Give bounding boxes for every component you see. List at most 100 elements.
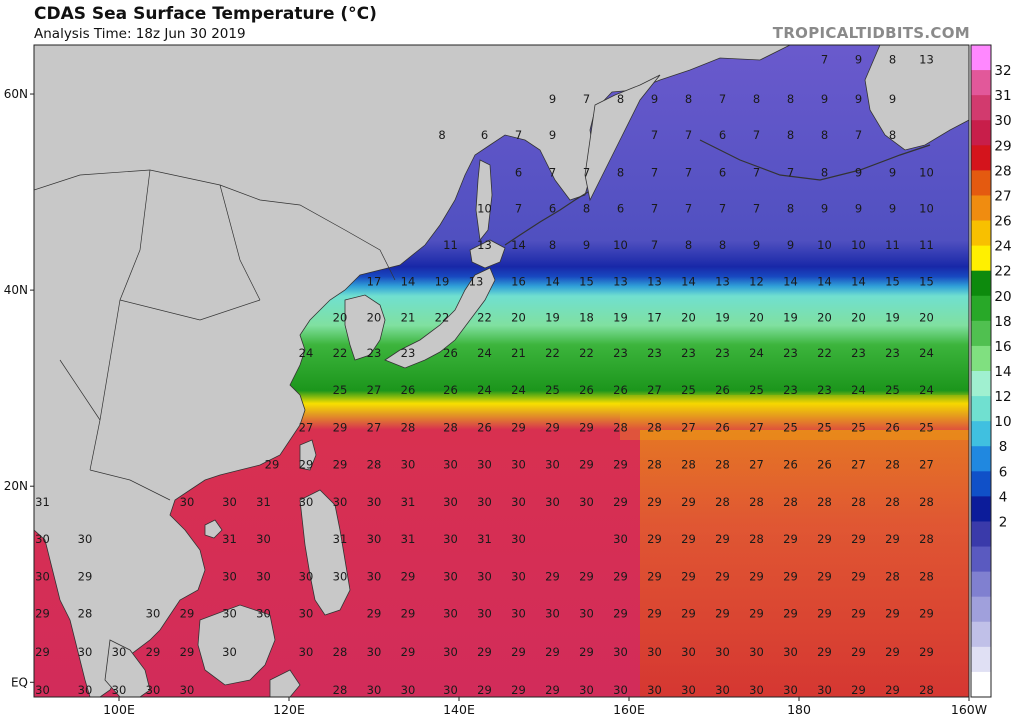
lat-label: 60N [4,87,28,101]
sst-value-label: 28 [401,420,416,434]
sst-value-label: 29 [749,569,764,583]
sst-value-label: 30 [783,645,798,659]
sst-value-label: 9 [889,202,896,216]
colorbar-tick-label: 6 [999,464,1008,480]
colorbar-tick-label: 26 [994,214,1011,230]
sst-value-label: 7 [719,202,726,216]
sst-value-label: 25 [545,383,560,397]
philippines [299,489,351,616]
sst-value-label: 17 [647,311,662,325]
sst-value-label: 28 [885,569,900,583]
sst-value-label: 31 [35,495,50,509]
colorbar-tick-label: 30 [994,113,1011,129]
sst-value-label: 29 [613,607,628,621]
sst-value-label: 30 [78,645,93,659]
sst-value-label: 30 [443,645,458,659]
colorbar-tick-label: 14 [994,364,1011,380]
colorbar-band [971,145,991,171]
sst-value-label: 7 [515,202,522,216]
sst-value-label: 30 [256,607,271,621]
sst-value-label: 30 [180,683,195,697]
sst-value-label: 29 [851,645,866,659]
sst-value-label: 13 [715,274,730,288]
colorbar-tick-label: 32 [994,63,1011,79]
sst-value-label: 30 [256,532,271,546]
sst-value-label: 25 [817,420,832,434]
sst-value-label: 7 [821,53,828,67]
colorbar-band [971,421,991,447]
sst-value-label: 31 [256,495,271,509]
sst-value-label: 29 [715,532,730,546]
sst-value-label: 30 [579,495,594,509]
sst-value-label: 28 [443,420,458,434]
sst-value-label: 8 [753,92,760,106]
map-frame [33,44,970,698]
sst-value-label: 29 [783,569,798,583]
sst-value-label: 10 [477,202,492,216]
sst-value-label: 7 [651,238,658,252]
sst-value-label: 20 [851,311,866,325]
sst-value-label: 30 [477,458,492,472]
sst-value-label: 29 [545,645,560,659]
taiwan [299,439,317,471]
sst-value-label: 30 [613,645,628,659]
sst-value-label: 26 [783,458,798,472]
sst-value-label: 8 [685,92,692,106]
sst-value-label: 30 [545,495,560,509]
sst-value-label: 29 [146,645,161,659]
sst-value-label: 29 [78,569,93,583]
sst-value-label: 29 [477,683,492,697]
sst-value-label: 7 [753,166,760,180]
sst-value-label: 29 [919,645,934,659]
sst-value-label: 30 [443,495,458,509]
lon-label: 100E [103,702,135,717]
sst-value-label: 29 [885,683,900,697]
sst-value-label: 28 [613,420,628,434]
sst-value-label: 30 [443,683,458,697]
sst-value-label: 30 [146,683,161,697]
sst-value-label: 13 [477,238,492,252]
sst-value-label: 7 [583,166,590,180]
longitude-labels: 100E 120E 140E 160E 180 160W [103,697,987,717]
sst-value-label: 29 [885,532,900,546]
sst-value-label: 13 [647,274,662,288]
sst-value-label: 24 [919,383,934,397]
kamchatka [584,74,661,202]
sst-value-label: 9 [889,92,896,106]
sst-value-label: 29 [579,458,594,472]
sst-value-label: 8 [889,128,896,142]
sst-value-label: 29 [579,569,594,583]
land-masses [34,45,969,697]
sst-value-label: 30 [180,495,195,509]
sst-value-label: 30 [112,683,127,697]
colorbar-band [971,646,991,673]
sst-value-label: 28 [78,607,93,621]
lat-label: EQ [11,675,28,689]
colorbar-band [971,320,991,347]
sst-value-label: 30 [333,495,348,509]
sst-value-label: 28 [749,495,764,509]
sst-value-label: 29 [401,645,416,659]
sst-value-label: 9 [651,92,658,106]
sst-value-label: 30 [299,569,314,583]
lon-label: 140E [443,702,475,717]
sst-value-label: 26 [715,420,730,434]
sst-value-label: 29 [511,683,526,697]
sst-value-label: 28 [333,645,348,659]
lon-label: 160W [951,702,987,717]
japan-honshu [384,267,496,369]
sst-value-label: 11 [919,238,934,252]
colorbar-tick-label: 18 [994,314,1011,330]
sst-value-label: 10 [919,202,934,216]
sst-value-label: 14 [545,274,560,288]
sst-value-label: 30 [222,607,237,621]
colorbar-tick-label: 24 [994,239,1011,255]
sst-value-label: 6 [549,202,556,216]
sst-value-label: 6 [617,202,624,216]
sst-value-label: 30 [511,569,526,583]
sst-value-label: 20 [919,311,934,325]
sst-value-label: 30 [367,532,382,546]
sst-value-label: 12 [749,274,764,288]
sst-value-label: 31 [401,532,416,546]
sst-value-label: 30 [477,569,492,583]
